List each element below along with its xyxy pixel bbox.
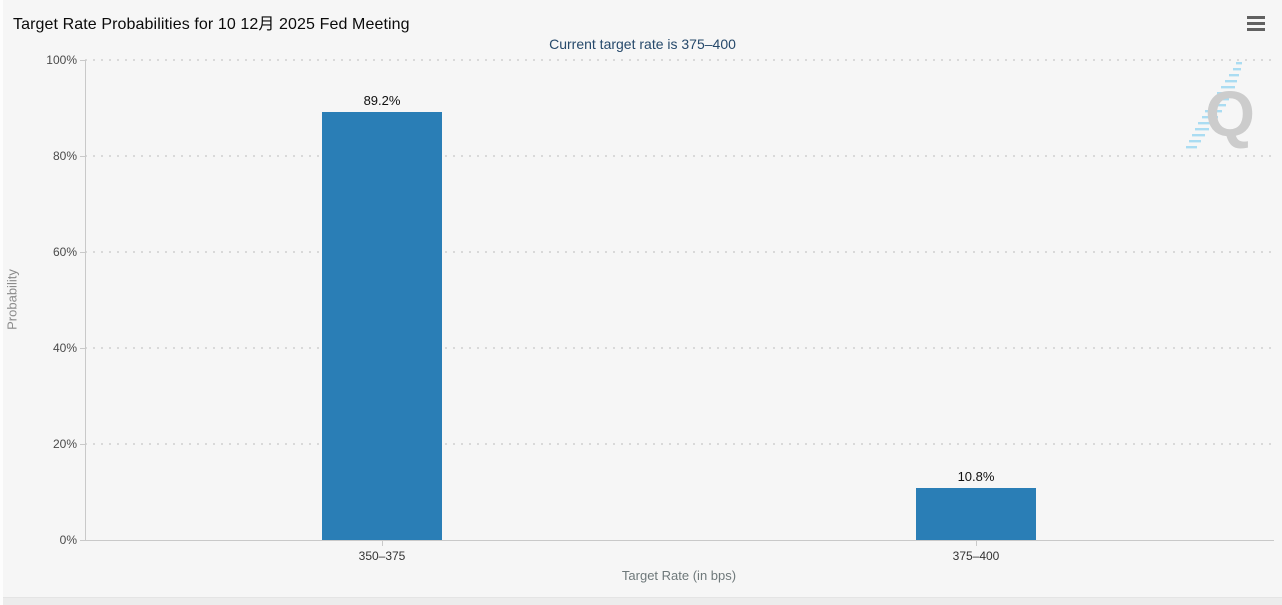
y-tick-label: 0% — [59, 533, 77, 547]
x-axis-title: Target Rate (in bps) — [621, 568, 737, 583]
bar-value-label: 10.8% — [957, 469, 995, 485]
hamburger-icon — [1247, 27, 1265, 31]
y-tick-label: 20% — [52, 437, 77, 451]
y-tick-label: 80% — [52, 149, 77, 163]
y-tick-label: 40% — [52, 341, 77, 355]
gridline — [85, 443, 1273, 445]
chart-context-menu-button[interactable] — [1245, 13, 1267, 33]
x-axis-tick — [382, 540, 383, 546]
y-axis-title: Probability — [4, 269, 20, 330]
gridline — [85, 347, 1273, 349]
y-tick-label: 60% — [52, 245, 77, 259]
y-axis-tick — [80, 60, 85, 61]
x-tick-label: 375–400 — [952, 549, 1000, 563]
x-axis-tick — [976, 540, 977, 546]
chart-subtitle: Current target rate is 375–400 — [549, 36, 736, 52]
plot-area: Probability Target Rate (in bps) 0% 20% 40… — [3, 0, 1282, 605]
y-axis-tick — [80, 540, 85, 541]
hamburger-icon — [1247, 21, 1265, 25]
hamburger-icon — [1247, 15, 1265, 19]
chart-title: Target Rate Probabilities for 10 12月 202… — [13, 16, 410, 33]
y-axis-tick — [80, 252, 85, 253]
y-tick-label: 100% — [46, 53, 77, 67]
y-axis-tick — [80, 156, 85, 157]
probability-bar[interactable] — [322, 111, 442, 540]
gridline — [85, 59, 1273, 61]
y-axis-line — [85, 60, 86, 540]
x-axis-line — [85, 540, 1274, 541]
y-axis-tick — [80, 444, 85, 445]
y-axis-tick — [80, 348, 85, 349]
bar-value-label: 89.2% — [363, 92, 401, 108]
footer-strip — [3, 597, 1282, 605]
gridline — [85, 155, 1273, 157]
probability-bar[interactable] — [916, 488, 1036, 540]
gridline — [85, 251, 1273, 253]
x-tick-label: 350–375 — [358, 549, 406, 563]
